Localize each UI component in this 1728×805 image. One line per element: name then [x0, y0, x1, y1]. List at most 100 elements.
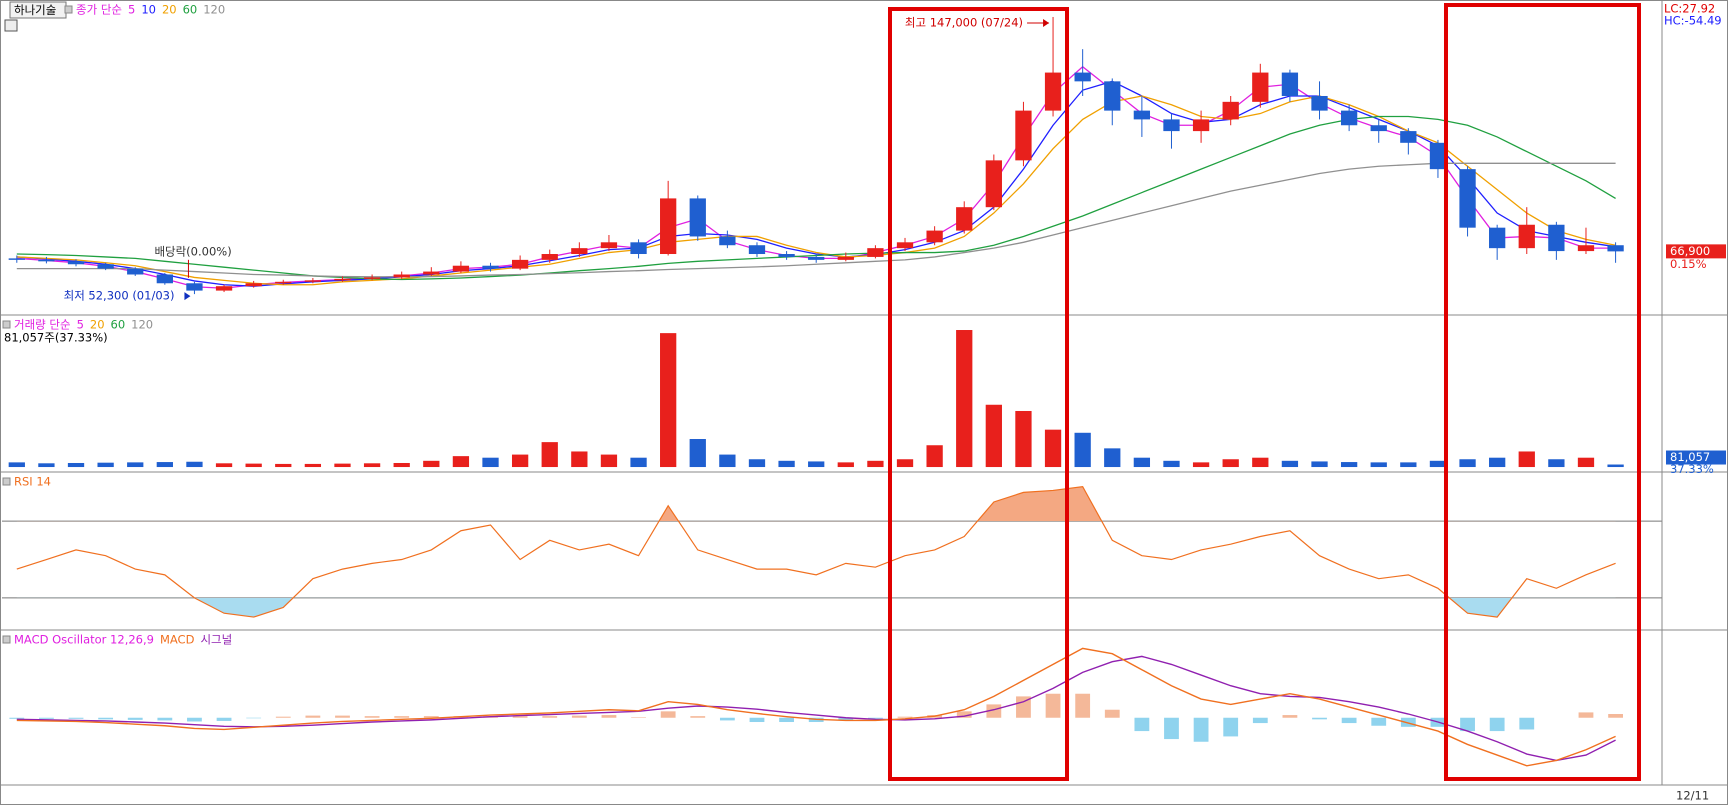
oscillator-bar — [275, 716, 291, 718]
oscillator-bar — [868, 717, 883, 719]
last-price-box — [1666, 244, 1726, 259]
volume-bar — [423, 460, 440, 468]
volume-bar — [956, 330, 973, 468]
oscillator-bar — [897, 716, 913, 718]
volume-bar — [1459, 459, 1476, 468]
oscillator-bar — [394, 716, 410, 718]
highlight-box — [1444, 3, 1641, 781]
stock-name[interactable]: 하나기술 — [14, 3, 56, 17]
legend-entry: 거래량 단순 — [14, 318, 71, 332]
volume-bar — [1015, 410, 1032, 468]
volume-bar — [393, 462, 410, 468]
volume-bar — [1074, 432, 1091, 468]
candle-body — [1548, 224, 1565, 252]
rsi-under-fill — [16, 597, 1616, 618]
series-line — [16, 162, 1616, 278]
oscillator-bar — [512, 716, 528, 718]
volume-bar — [1104, 448, 1121, 468]
oscillator-bar — [690, 716, 706, 718]
candle-body — [985, 160, 1002, 208]
volume-bar — [985, 404, 1002, 468]
mark-layer — [8, 16, 1624, 767]
volume-bar — [1489, 457, 1506, 468]
oscillator-bar — [1075, 693, 1091, 718]
rsi-over-fill — [659, 486, 1102, 522]
oscillator-bar — [956, 711, 972, 718]
legend-entry: 시그널 — [200, 633, 232, 647]
volume-bar — [482, 457, 499, 468]
candle-body — [275, 281, 292, 284]
oscillator-bar — [1608, 714, 1623, 718]
candle-body — [1577, 245, 1595, 252]
volume-bar — [1192, 462, 1210, 468]
candle-body — [956, 207, 973, 231]
candle-body — [1222, 101, 1239, 120]
candle-body — [630, 242, 647, 255]
volume-bar — [837, 462, 854, 468]
volume-bar — [67, 462, 85, 468]
volume-bar — [571, 451, 588, 468]
oscillator-bar — [39, 717, 54, 719]
oscillator-bar — [1489, 717, 1505, 732]
candle-body — [1044, 72, 1062, 111]
oscillator-bar — [986, 704, 1002, 718]
volume-bar — [1577, 457, 1595, 468]
candle-body — [808, 256, 825, 260]
oscillator-bar — [1519, 717, 1535, 730]
volume-bar — [1400, 462, 1417, 468]
candle-body — [1459, 169, 1476, 228]
candle-body — [304, 280, 322, 282]
oscillator-bar — [364, 716, 380, 718]
oscillator-bar — [631, 717, 646, 718]
series-line — [16, 655, 1616, 762]
legend-icon — [64, 5, 73, 14]
low-annotation: 최저 52,300 (01/03) — [64, 289, 175, 303]
volume-bar — [304, 463, 322, 468]
oscillator-bar — [335, 715, 350, 718]
oscillator-bar — [660, 711, 676, 718]
candle-body — [660, 198, 677, 255]
oscillator-bar — [1252, 717, 1268, 724]
candle-body — [1400, 131, 1417, 143]
oscillator-bar — [1104, 709, 1120, 718]
volume-bar — [778, 460, 795, 468]
volume-bar — [689, 439, 706, 468]
candle-body — [423, 271, 440, 275]
candle-body — [1252, 72, 1269, 102]
candle-body — [215, 286, 233, 291]
oscillator-bar — [838, 717, 854, 721]
volume-bar — [1340, 462, 1358, 468]
oscillator-bar — [749, 717, 765, 723]
volume-bar — [630, 457, 647, 468]
volume-bar — [1222, 459, 1239, 468]
oscillator-bar — [1400, 717, 1416, 727]
legend-entry: 10 — [141, 3, 156, 17]
legend-entry: RSI 14 — [14, 475, 51, 489]
candle-body — [511, 259, 529, 269]
candle-body — [156, 274, 173, 284]
oscillator-bar — [1282, 715, 1298, 718]
candle-body — [334, 278, 351, 281]
volume-bar — [245, 463, 262, 468]
oscillator-bar — [246, 717, 262, 719]
volume-bar — [1429, 460, 1447, 468]
volume-bar — [1311, 461, 1328, 468]
candle-body — [245, 283, 262, 287]
legend-entry: 20 — [162, 3, 177, 17]
candle-body — [1429, 142, 1447, 170]
oscillator-bar — [1460, 717, 1475, 732]
oscillator-bar — [719, 717, 735, 721]
legend-icon — [2, 635, 11, 644]
volume-bar — [719, 454, 736, 468]
volume-bar — [1607, 464, 1624, 468]
candle-body — [363, 277, 381, 279]
volume-bar — [808, 461, 825, 468]
candle-body — [186, 283, 203, 291]
candle-body — [1133, 110, 1151, 120]
candle-body — [1489, 227, 1506, 249]
oscillator-bar — [9, 717, 25, 719]
candle-body — [896, 242, 914, 249]
table-icon[interactable] — [4, 19, 18, 32]
